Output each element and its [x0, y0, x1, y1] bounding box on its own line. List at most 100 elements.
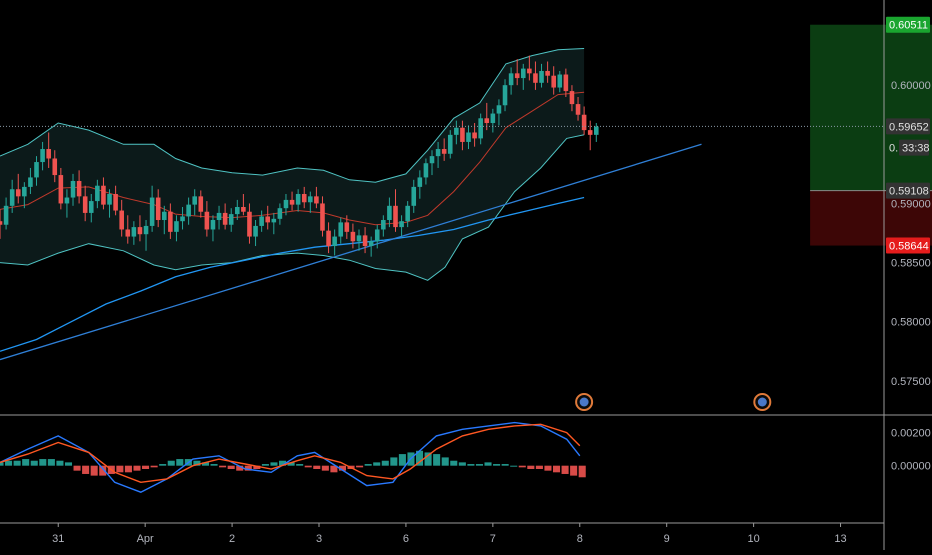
macd-tick-label: 0.00000 — [891, 461, 931, 473]
price-badge — [886, 182, 930, 199]
macd-histogram-bar — [210, 464, 218, 466]
price-tick-label: 0.60000 — [891, 80, 931, 92]
macd-histogram-bar — [544, 465, 552, 471]
price-tick-label: 0.57500 — [891, 376, 931, 388]
candle-body — [478, 118, 483, 139]
candle-body — [192, 196, 197, 205]
candle-body — [210, 220, 216, 230]
macd-histogram-bar — [424, 452, 432, 466]
candle-body — [107, 193, 112, 205]
candle-body — [575, 104, 581, 115]
target-zone — [810, 24, 932, 191]
time-tick-label: 8 — [577, 533, 583, 545]
price-badge-label: 0.59652 — [889, 121, 929, 133]
macd-histogram-bar — [356, 465, 364, 468]
signal-line — [0, 423, 581, 484]
candle-body — [283, 199, 289, 209]
candle-body — [429, 156, 435, 164]
macd-histogram-bar — [270, 462, 278, 466]
macd-histogram-bar — [167, 460, 175, 466]
candle-body — [143, 225, 149, 235]
candle-body — [3, 205, 9, 225]
macd-histogram-bar — [484, 462, 492, 466]
candle-body — [344, 222, 350, 232]
candle-body — [95, 185, 100, 202]
macd-histogram-bar — [116, 465, 124, 473]
candle-body — [368, 241, 374, 247]
candle-body — [204, 211, 210, 230]
candle-body — [52, 158, 58, 176]
candle-body — [417, 177, 423, 187]
candle-body — [22, 186, 27, 197]
macd-histogram-bar — [142, 465, 150, 469]
time-tick-label: 13 — [834, 533, 846, 545]
candle-body — [484, 118, 490, 124]
candle-body — [216, 212, 222, 221]
candle-body — [253, 225, 258, 237]
macd-histogram-bar — [201, 462, 210, 466]
candle-body — [374, 229, 380, 242]
event-marker-globe-icon — [579, 397, 589, 407]
macd-histogram-bar — [133, 465, 141, 471]
stop-zone — [810, 190, 932, 246]
bollinger-lower-line — [0, 134, 585, 281]
macd-histogram-bar — [73, 465, 81, 471]
candle-body — [9, 189, 15, 206]
candle-body — [58, 175, 64, 204]
macd-histogram-bar — [338, 465, 347, 471]
macd-histogram-bar — [287, 462, 295, 466]
macd-histogram-bar — [47, 459, 55, 466]
macd-histogram-bar — [518, 465, 526, 468]
candle-body — [174, 221, 179, 232]
macd-histogram-bar — [321, 465, 329, 471]
time-tick-label: 10 — [747, 533, 759, 545]
price-tick-label: 0.58500 — [891, 258, 931, 270]
macd-histogram-bar — [90, 465, 98, 476]
candle-body — [40, 149, 45, 163]
candle-body — [131, 227, 137, 237]
candle-body — [441, 149, 447, 154]
event-marker-globe-icon — [757, 397, 767, 407]
candle-body — [587, 130, 593, 135]
macd-histogram-bar — [176, 459, 184, 466]
candle-body — [265, 216, 271, 223]
candle-body — [228, 214, 234, 225]
candle-body — [472, 132, 477, 139]
macd-histogram-bar — [304, 465, 312, 468]
candle-body — [539, 70, 544, 83]
candle-body — [161, 211, 167, 221]
macd-histogram-bar — [253, 465, 261, 469]
candle-body — [289, 199, 295, 205]
countdown-badge — [899, 139, 929, 156]
time-tick-label: 31 — [52, 533, 64, 545]
macd-histogram-bar — [458, 462, 466, 466]
time-tick-label: 2 — [229, 533, 235, 545]
macd-histogram-bar — [30, 460, 38, 466]
candle-body — [180, 216, 185, 222]
candle-body — [241, 207, 246, 212]
candle-body — [447, 134, 453, 154]
macd-histogram-bar — [82, 465, 90, 474]
candle-body — [381, 220, 386, 230]
candle-body — [64, 197, 70, 204]
candle-body — [15, 189, 21, 197]
price-tick-label: 0.58000 — [891, 317, 931, 329]
macd-histogram-bar — [510, 465, 518, 467]
candle-body — [569, 91, 575, 105]
macd-histogram-bar — [467, 464, 475, 466]
candle-body — [399, 221, 404, 228]
candle-body — [435, 149, 441, 157]
price-badge — [886, 118, 930, 135]
macd-histogram-bar — [22, 459, 30, 466]
macd-histogram-bar — [450, 460, 458, 466]
macd-histogram-bar — [381, 460, 389, 466]
candle-body — [76, 180, 82, 197]
price-badge-label: 0.59108 — [889, 186, 929, 198]
macd-histogram-bar — [433, 454, 441, 466]
macd-histogram-bar — [296, 464, 304, 466]
candle-body — [28, 177, 33, 187]
candle-body — [320, 203, 325, 231]
macd-histogram-bar — [373, 462, 381, 466]
